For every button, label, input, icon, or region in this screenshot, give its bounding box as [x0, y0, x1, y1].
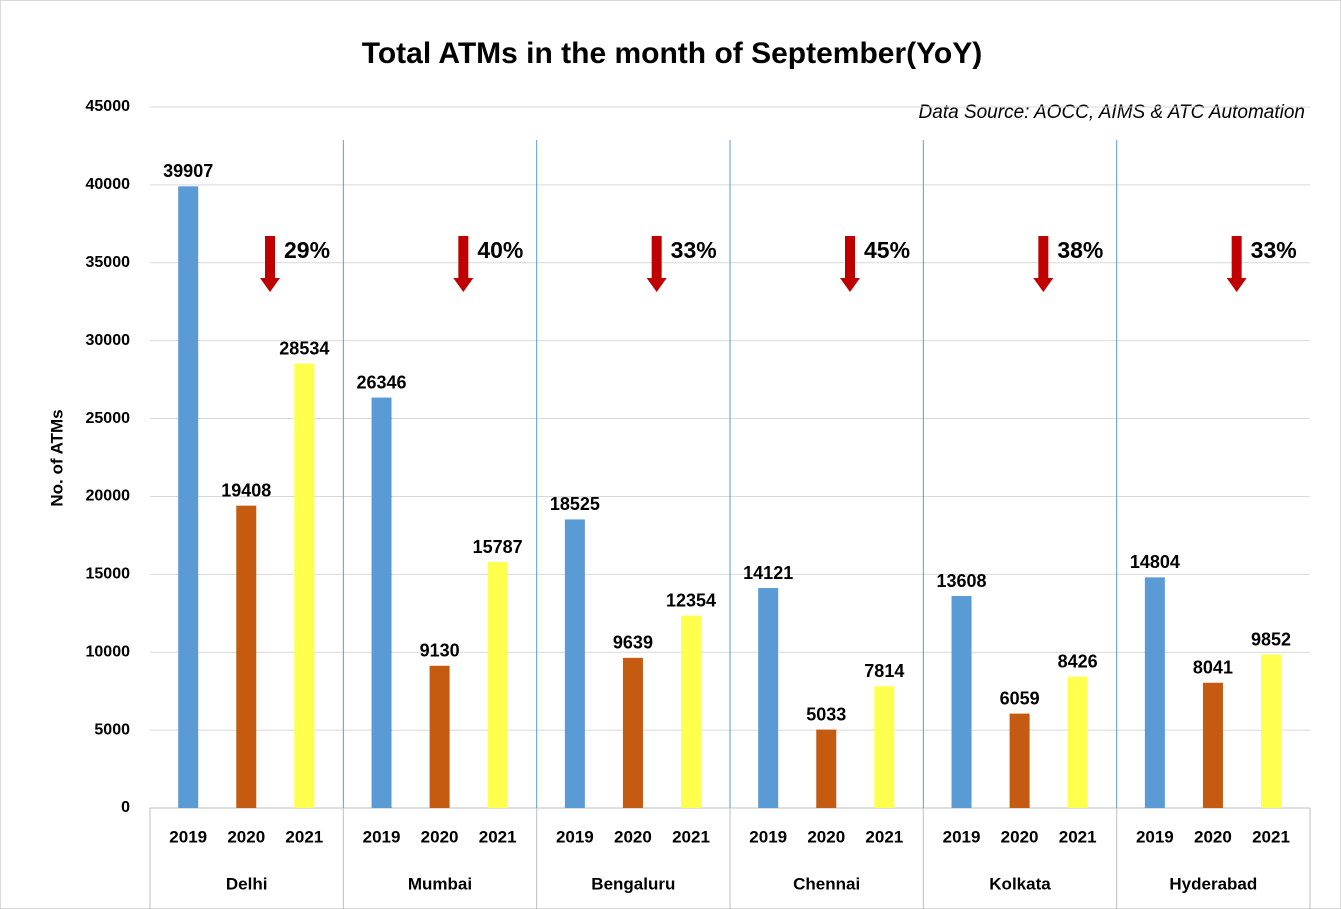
bar: [622, 657, 643, 808]
x-tick-label: 2020: [1194, 827, 1232, 846]
x-tick-label: 2019: [943, 827, 981, 846]
x-tick-label: 2020: [1001, 827, 1039, 846]
bar: [371, 397, 392, 808]
x-tick-label: 2019: [556, 827, 594, 846]
bar: [951, 596, 972, 808]
y-tick-label: 15000: [86, 566, 131, 583]
y-tick-label: 10000: [86, 643, 131, 660]
bar: [294, 363, 315, 808]
data-label: 13608: [937, 571, 987, 591]
data-label: 14804: [1130, 552, 1180, 572]
y-axis-label: No. of ATMs: [47, 409, 66, 506]
change-annotation: 33%: [671, 237, 717, 263]
x-tick-label: 2019: [1136, 827, 1174, 846]
change-annotation: 29%: [284, 237, 330, 263]
y-tick-label: 5000: [94, 721, 130, 738]
x-tick-label: 2021: [672, 827, 710, 846]
bar: [487, 562, 508, 808]
data-label: 18525: [550, 494, 600, 514]
data-label: 19408: [221, 480, 271, 500]
data-label: 12354: [666, 590, 716, 610]
x-group-label: Mumbai: [408, 874, 472, 893]
y-tick-label: 35000: [86, 254, 131, 271]
down-arrow: [840, 236, 860, 292]
x-tick-label: 2019: [749, 827, 787, 846]
bar: [874, 686, 895, 808]
down-arrow: [646, 236, 667, 292]
data-label: 9852: [1251, 629, 1291, 649]
x-tick-label: 2021: [1059, 827, 1097, 846]
change-annotation: 33%: [1251, 237, 1297, 263]
bar: [816, 729, 837, 808]
x-tick-label: 2020: [807, 827, 845, 846]
x-tick-label: 2020: [227, 827, 265, 846]
data-label: 7814: [864, 661, 904, 681]
x-tick-label: 2020: [614, 827, 652, 846]
bar: [1067, 676, 1088, 808]
y-tick-label: 25000: [86, 410, 131, 427]
x-tick-label: 2020: [421, 827, 459, 846]
x-group-label: Kolkata: [989, 874, 1051, 893]
chart-title: Total ATMs in the month of September(YoY…: [362, 37, 983, 70]
y-tick-label: 20000: [86, 488, 131, 505]
bar: [564, 519, 585, 808]
x-tick-label: 2021: [865, 827, 903, 846]
down-arrow: [1033, 236, 1054, 292]
data-label: 5033: [806, 704, 846, 724]
change-annotation: 40%: [477, 237, 523, 263]
data-label: 6059: [1000, 688, 1040, 708]
data-label: 14121: [743, 563, 793, 583]
bar: [1202, 682, 1223, 808]
y-tick-label: 45000: [86, 98, 131, 115]
data-label: 8041: [1193, 657, 1233, 677]
y-tick-label: 40000: [86, 176, 131, 193]
x-tick-label: 2019: [169, 827, 207, 846]
data-label: 8426: [1058, 651, 1098, 671]
bar: [236, 505, 257, 808]
bar: [1144, 577, 1165, 808]
bar: [429, 665, 450, 808]
data-source: Data Source: AOCC, AIMS & ATC Automation: [919, 102, 1305, 123]
x-tick-label: 2021: [285, 827, 323, 846]
change-annotation: 45%: [864, 237, 910, 263]
data-label: 28534: [279, 338, 329, 358]
x-tick-label: 2019: [363, 827, 401, 846]
bar: [758, 588, 779, 808]
data-label: 9130: [420, 641, 460, 661]
x-tick-label: 2021: [479, 827, 517, 846]
down-arrow: [453, 236, 474, 292]
x-group-label: Chennai: [793, 874, 860, 893]
change-annotation: 38%: [1057, 237, 1103, 263]
x-group-label: Bengaluru: [591, 874, 675, 893]
data-label: 26346: [357, 372, 407, 392]
down-arrow: [260, 236, 280, 292]
down-arrow: [1226, 236, 1247, 292]
y-tick-label: 0: [121, 799, 130, 816]
bar: [681, 615, 701, 808]
data-label: 9639: [613, 633, 653, 653]
x-group-label: Hyderabad: [1169, 874, 1257, 893]
x-group-label: Delhi: [226, 874, 268, 893]
data-label: 15787: [473, 537, 523, 557]
x-tick-label: 2021: [1252, 827, 1290, 846]
bar: [1009, 713, 1030, 808]
y-tick-label: 30000: [86, 332, 131, 349]
bar: [1261, 654, 1281, 808]
data-label: 39907: [163, 161, 213, 181]
bar: [178, 186, 199, 808]
